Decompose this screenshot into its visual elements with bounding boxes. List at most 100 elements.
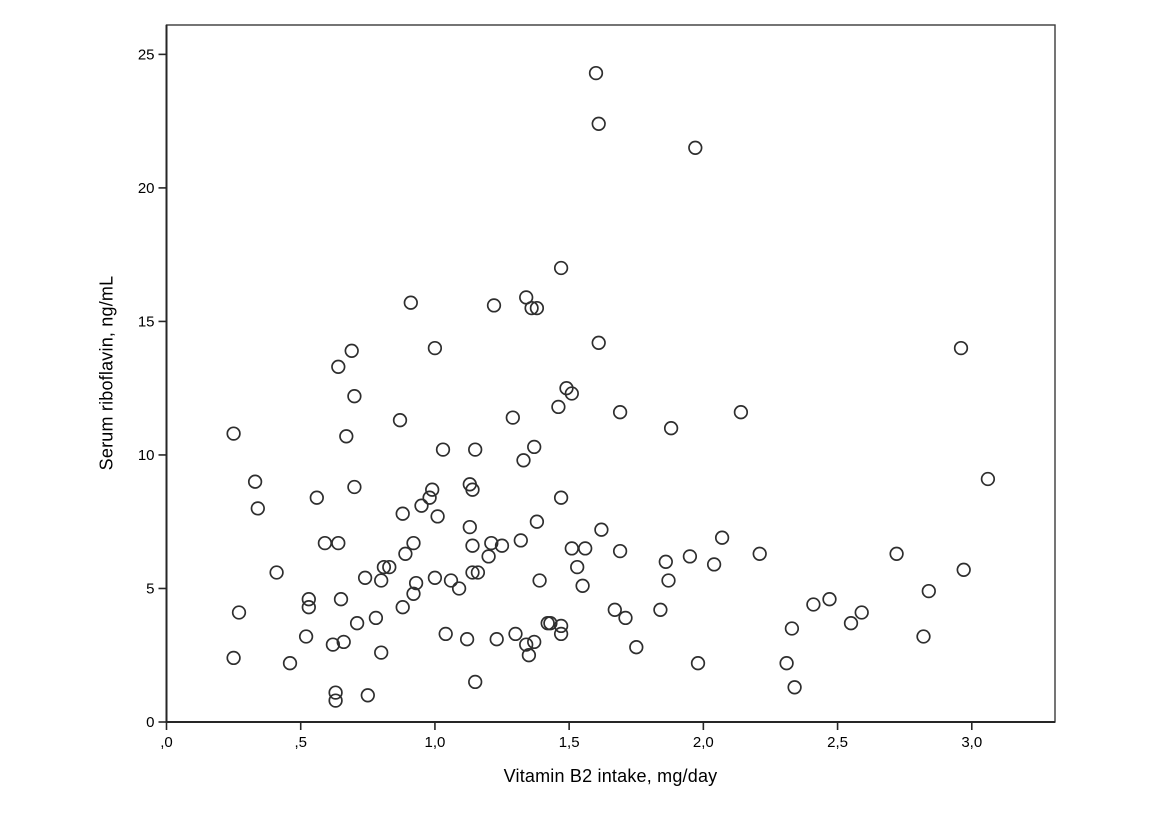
data-point <box>529 514 545 529</box>
data-point <box>553 260 569 276</box>
data-point <box>462 519 477 535</box>
x-tick-label: ,0 <box>160 734 173 751</box>
data-point <box>406 535 421 551</box>
data-point <box>822 592 837 607</box>
data-point <box>591 116 606 131</box>
data-point <box>787 680 802 695</box>
data-point <box>806 597 821 612</box>
data-point <box>524 300 539 316</box>
data-point <box>435 442 451 457</box>
data-point <box>269 565 284 580</box>
data-point <box>843 616 859 631</box>
data-point <box>661 573 676 588</box>
data-point <box>374 645 389 660</box>
y-tick-label: 15 <box>138 313 155 330</box>
data-point <box>784 621 800 636</box>
data-point <box>298 629 314 644</box>
data-point <box>395 506 410 521</box>
data-point <box>382 559 397 575</box>
data-point <box>489 632 504 647</box>
data-point <box>553 618 569 634</box>
data-point <box>551 399 566 415</box>
data-point <box>484 535 499 551</box>
data-point <box>714 530 730 545</box>
data-point <box>459 632 475 647</box>
data-point <box>349 616 365 631</box>
data-point <box>309 490 324 505</box>
data-point <box>414 498 429 513</box>
data-point <box>494 538 510 553</box>
data-point <box>486 298 502 313</box>
data-point <box>607 602 622 617</box>
data-point <box>688 140 703 155</box>
x-tick-label: 2,5 <box>827 734 848 751</box>
data-point <box>336 634 351 650</box>
data-point <box>513 533 528 548</box>
data-point <box>422 490 437 505</box>
data-point <box>438 626 453 642</box>
data-point <box>733 405 749 420</box>
plot-frame <box>165 24 1056 723</box>
data-point <box>339 429 354 444</box>
data-point <box>854 605 869 620</box>
data-point <box>451 581 467 596</box>
data-point <box>481 549 496 564</box>
data-point <box>328 685 343 700</box>
data-point <box>612 543 628 559</box>
data-point <box>301 600 316 615</box>
data-point <box>430 509 445 524</box>
data-point <box>468 674 483 690</box>
data-point <box>575 578 590 593</box>
data-point <box>508 626 523 642</box>
data-point <box>553 490 569 505</box>
data-point <box>532 573 547 588</box>
data-point <box>347 479 362 495</box>
data-point <box>516 453 531 468</box>
data-point <box>376 559 392 575</box>
data-point <box>231 605 247 620</box>
data-point <box>612 405 628 420</box>
data-point <box>591 335 606 350</box>
data-point <box>331 359 346 374</box>
data-point <box>406 586 421 601</box>
data-point <box>889 546 904 561</box>
data-point <box>690 656 706 671</box>
y-axis-title: Serum riboflavin, ng/mL <box>96 275 117 471</box>
x-tick-label: 3,0 <box>961 734 982 751</box>
data-point <box>468 442 483 457</box>
x-axis-title: Vitamin B2 intake, mg/day <box>503 766 718 786</box>
data-point <box>465 565 480 580</box>
data-point <box>357 570 373 585</box>
data-point <box>953 340 969 356</box>
data-point <box>519 637 534 652</box>
data-point <box>618 610 633 626</box>
data-point <box>226 426 241 441</box>
data-point <box>779 656 794 671</box>
data-point <box>403 295 418 310</box>
data-point <box>752 546 767 561</box>
data-point <box>247 474 263 489</box>
data-point <box>527 634 542 650</box>
data-point <box>629 640 644 655</box>
data-point <box>395 600 410 615</box>
y-tick-label: 5 <box>146 580 154 597</box>
data-point <box>301 592 316 607</box>
data-point <box>465 538 480 553</box>
data-point <box>564 386 579 401</box>
data-point <box>980 471 996 487</box>
data-point <box>653 602 668 617</box>
data-point <box>663 421 679 436</box>
data-point <box>706 557 722 572</box>
data-point <box>529 300 545 316</box>
data-point <box>331 535 346 551</box>
data-point <box>564 541 579 556</box>
data-point <box>578 541 593 556</box>
data-point <box>505 410 520 425</box>
data-point <box>374 573 389 588</box>
data-point <box>553 626 569 642</box>
data-point <box>368 610 384 626</box>
data-point <box>559 381 574 396</box>
data-point <box>682 549 698 564</box>
